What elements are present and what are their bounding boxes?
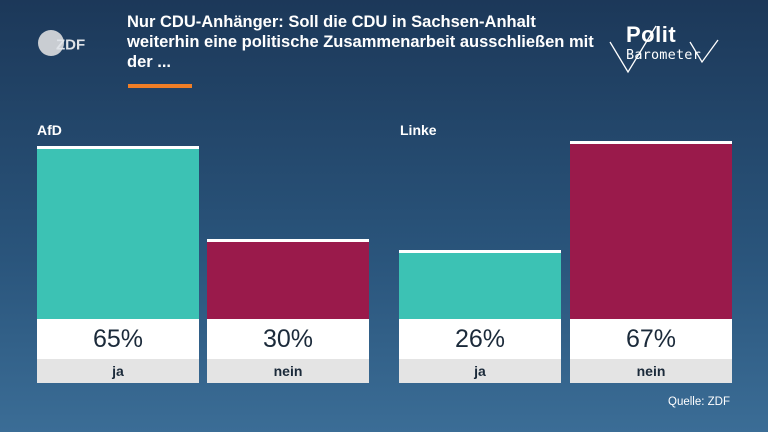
group-label-linke: Linke	[400, 122, 437, 138]
source-label: Quelle: ZDF	[668, 396, 730, 408]
category-label-linke-ja: ja	[399, 359, 561, 383]
value-label-afd-ja: 65%	[37, 319, 199, 359]
bar-afd-ja	[37, 146, 199, 319]
title-accent-line	[128, 84, 192, 88]
category-label-afd-nein: nein	[207, 359, 369, 383]
checkmark-icon	[609, 25, 719, 74]
chart-title: Nur CDU-Anhänger: Soll die CDU in Sachse…	[127, 13, 594, 71]
politbarometer-logo: Polit Barometer	[606, 22, 722, 78]
value-label-afd-nein: 30%	[207, 319, 369, 359]
zdf-logo: ZDF	[38, 30, 85, 56]
value-label-linke-nein: 67%	[570, 319, 732, 359]
category-label-linke-nein: nein	[570, 359, 732, 383]
bar-linke-ja	[399, 250, 561, 319]
politbarometer-line2: Barometer	[626, 47, 701, 63]
category-label-afd-ja: ja	[37, 359, 199, 383]
bar-afd-nein	[207, 239, 369, 319]
zdf-logo-text: ZDF	[56, 37, 85, 54]
politbarometer-line1: Polit	[626, 22, 677, 47]
group-label-afd: AfD	[37, 122, 62, 138]
bar-linke-nein	[570, 141, 732, 319]
value-label-linke-ja: 26%	[399, 319, 561, 359]
